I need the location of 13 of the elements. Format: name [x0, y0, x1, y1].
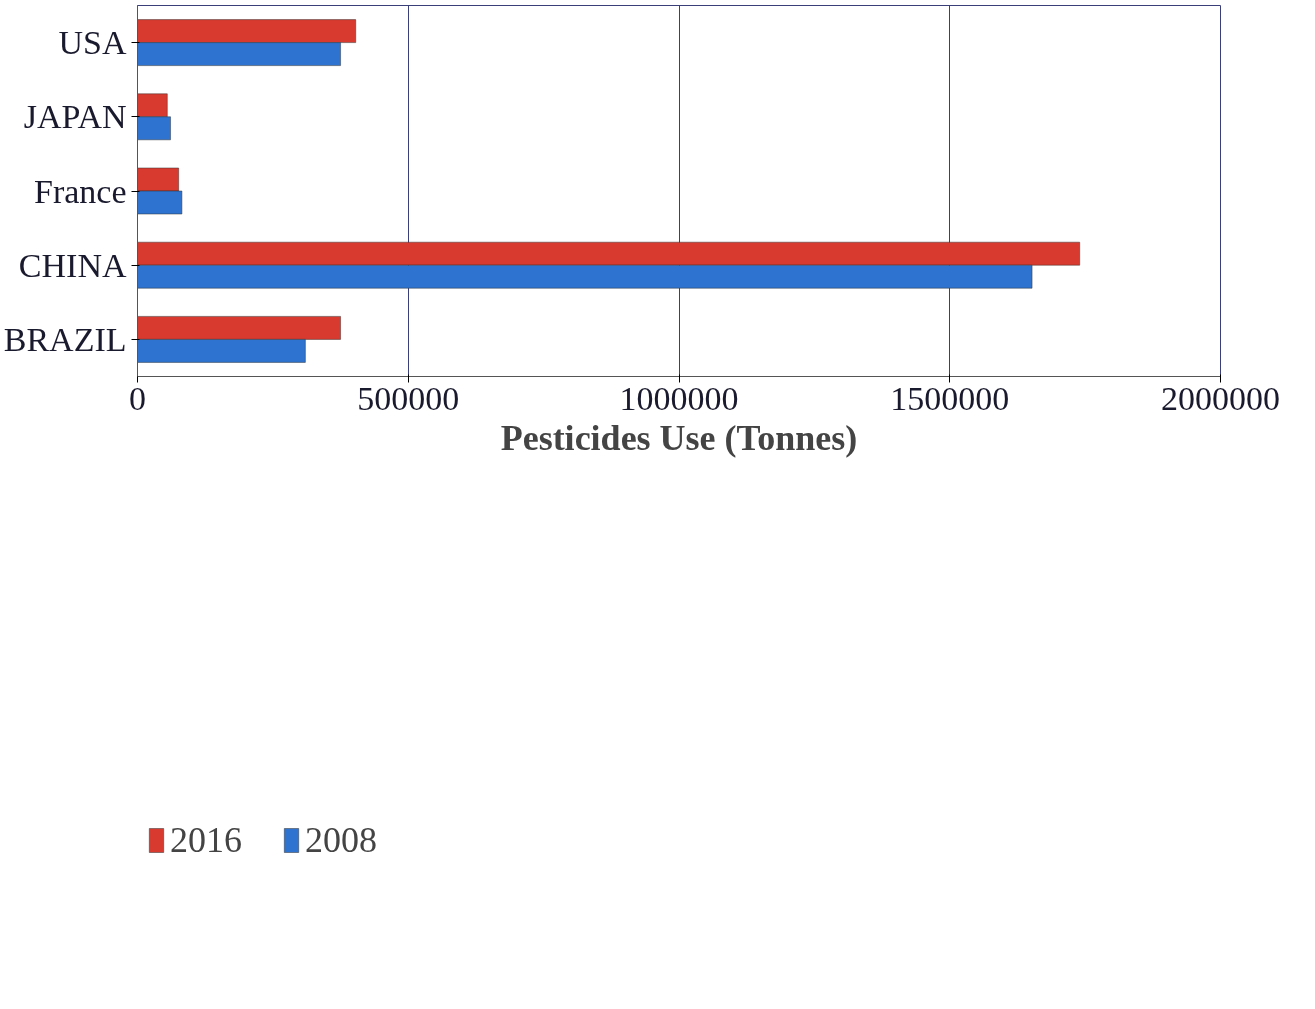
x-tick-label: 2000000 [1161, 379, 1280, 417]
y-tick-label: France [34, 172, 127, 210]
y-tick-label: JAPAN [23, 98, 127, 136]
legend-label: 2016 [170, 818, 242, 861]
x-axis-title: Pesticides Use (Tonnes) [500, 417, 858, 458]
x-tick-label: 1000000 [619, 379, 739, 417]
legend-label: 2008 [305, 818, 377, 861]
x-tick-label: 500000 [357, 379, 460, 417]
x-tick-label: 0 [129, 379, 146, 417]
y-tick-label: CHINA [18, 246, 127, 284]
y-tick-label: BRAZIL [3, 320, 127, 358]
x-tick-label: 1500000 [890, 379, 1010, 417]
y-tick-label: USA [58, 24, 127, 62]
